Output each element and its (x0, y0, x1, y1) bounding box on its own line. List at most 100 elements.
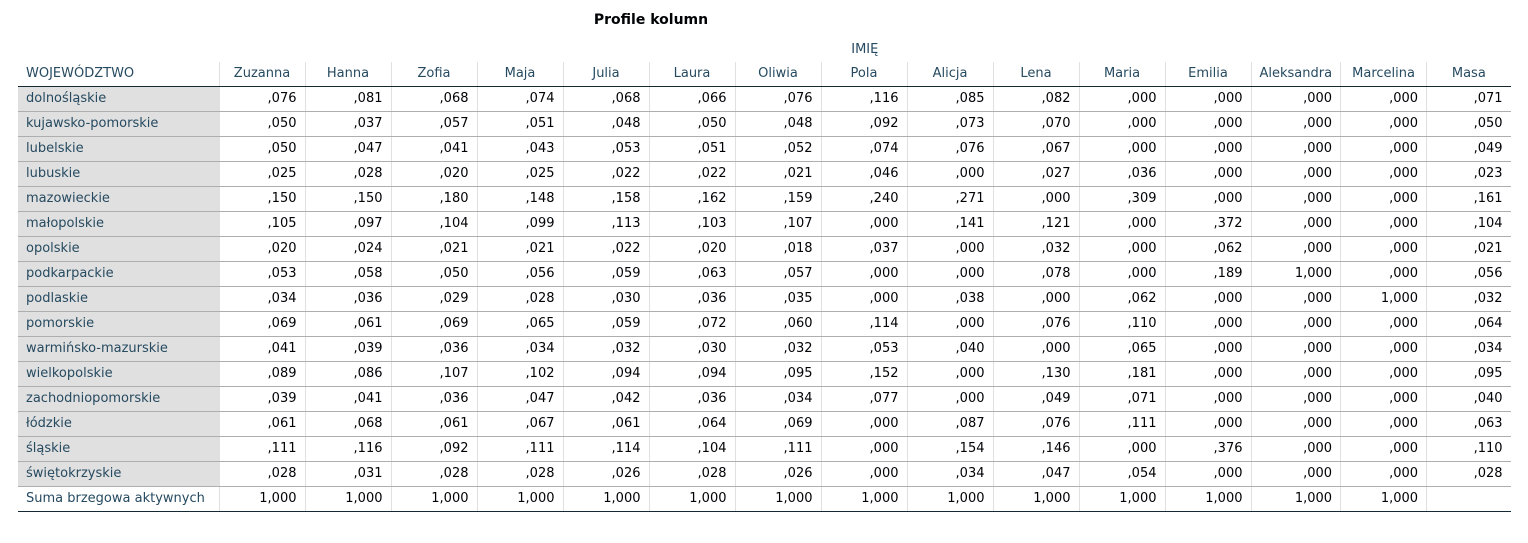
table-cell: ,038 (906, 286, 993, 312)
table-cell: ,085 (906, 86, 993, 112)
table-cell: ,000 (1250, 461, 1341, 487)
table-row: lubelskie ,050,047,041,043,053,051,052,07… (18, 136, 1511, 162)
table-header: IMIĘ WOJEWÓDZTWO Zuzanna Hanna Zofia Maja Ju… (18, 38, 1511, 87)
table-cell (1426, 486, 1511, 512)
table-cell: ,000 (1078, 111, 1165, 137)
row-label: mazowieckie (18, 186, 219, 212)
table-cell: 1,000 (1340, 286, 1427, 312)
table-cell: ,036 (648, 286, 735, 312)
column-header: Lena (992, 62, 1079, 87)
table-row: świętokrzyskie ,028,031,028,028,026,028,0… (18, 461, 1511, 487)
row-variable-label: WOJEWÓDZTWO (18, 62, 219, 87)
table-cell: ,000 (1078, 136, 1165, 162)
table-cell: ,076 (734, 86, 821, 112)
table-cell: ,041 (218, 336, 305, 362)
table-cell: ,000 (1250, 411, 1341, 437)
table-cell: ,094 (562, 361, 649, 387)
table-cell: ,000 (1164, 86, 1251, 112)
row-label: wielkopolskie (18, 361, 219, 387)
table-cell: ,067 (992, 136, 1079, 162)
table-cell: ,032 (992, 236, 1079, 262)
table-cell: ,058 (304, 261, 391, 287)
table-cell: 1,000 (1250, 486, 1341, 512)
table-row: śląskie ,111,116,092,111,114,104,111,000,… (18, 436, 1511, 462)
table-cell: ,121 (992, 211, 1079, 237)
column-header: Laura (648, 62, 735, 87)
table-row: łódzkie ,061,068,061,067,061,064,069,000,… (18, 411, 1511, 437)
table-cell: 1,000 (390, 486, 477, 512)
table-cell: ,116 (820, 86, 907, 112)
table-cell: ,271 (906, 186, 993, 212)
column-profiles-table: IMIĘ WOJEWÓDZTWO Zuzanna Hanna Zofia Maja Ju… (18, 38, 1511, 512)
table-cell: ,064 (1426, 311, 1511, 337)
table-cell: ,067 (476, 411, 563, 437)
table-cell: ,000 (906, 236, 993, 262)
table-cell: ,000 (1164, 361, 1251, 387)
table-cell: ,104 (648, 436, 735, 462)
table-cell: ,000 (1340, 386, 1427, 412)
column-header: Emilia (1164, 62, 1251, 87)
table-cell: ,000 (1250, 336, 1341, 362)
table-cell: ,050 (218, 136, 305, 162)
table-cell: ,114 (562, 436, 649, 462)
table-cell: ,065 (476, 311, 563, 337)
row-label: Suma brzegowa aktywnych (18, 486, 219, 512)
table-cell: ,028 (1426, 461, 1511, 487)
table-cell: ,068 (562, 86, 649, 112)
table-cell: ,076 (218, 86, 305, 112)
table-cell: ,063 (648, 261, 735, 287)
table-cell: ,037 (304, 111, 391, 137)
table-cell: ,025 (476, 161, 563, 187)
table-cell: ,000 (1340, 161, 1427, 187)
table-row: małopolskie ,105,097,104,099,113,103,107,… (18, 211, 1511, 237)
column-header: Zuzanna (218, 62, 305, 87)
table-row: podlaskie ,034,036,029,028,030,036,035,00… (18, 286, 1511, 312)
row-label: śląskie (18, 436, 219, 462)
table-cell: ,000 (1340, 136, 1427, 162)
table-cell: ,000 (1250, 386, 1341, 412)
table-cell: ,034 (476, 336, 563, 362)
table-cell: ,070 (992, 111, 1079, 137)
table-cell: ,020 (218, 236, 305, 262)
table-cell: ,000 (1250, 311, 1341, 337)
table-cell: ,111 (1078, 411, 1165, 437)
table-cell: ,060 (734, 311, 821, 337)
table-cell: ,130 (992, 361, 1079, 387)
table-cell: ,030 (648, 336, 735, 362)
table-cell: ,104 (1426, 211, 1511, 237)
table-cell: ,022 (648, 161, 735, 187)
table-cell: ,021 (476, 236, 563, 262)
table-cell: ,113 (562, 211, 649, 237)
column-variable-label: IMIĘ (851, 42, 879, 57)
table-cell: ,065 (1078, 336, 1165, 362)
table-cell: ,162 (648, 186, 735, 212)
table-cell: ,053 (820, 336, 907, 362)
table-cell: 1,000 (1340, 486, 1427, 512)
table-cell: 1,000 (476, 486, 563, 512)
table-cell: ,043 (476, 136, 563, 162)
table-cell: ,110 (1426, 436, 1511, 462)
table-cell: ,000 (820, 211, 907, 237)
table-cell: ,000 (1164, 411, 1251, 437)
row-label: warmińsko-mazurskie (18, 336, 219, 362)
table-cell: ,000 (1250, 186, 1341, 212)
table-cell: ,036 (648, 386, 735, 412)
table-cell: ,000 (906, 311, 993, 337)
table-cell: 1,000 (218, 486, 305, 512)
table-cell: ,000 (820, 411, 907, 437)
table-cell: ,059 (562, 261, 649, 287)
row-label: małopolskie (18, 211, 219, 237)
table-cell: ,032 (1426, 286, 1511, 312)
table-cell: 1,000 (648, 486, 735, 512)
table-cell: ,028 (476, 286, 563, 312)
table-cell: ,000 (1250, 211, 1341, 237)
table-cell: 1,000 (906, 486, 993, 512)
row-label: podlaskie (18, 286, 219, 312)
table-cell: ,041 (304, 386, 391, 412)
table-cell: ,000 (1250, 286, 1341, 312)
table-cell: ,068 (304, 411, 391, 437)
table-cell: ,039 (304, 336, 391, 362)
table-cell: ,040 (906, 336, 993, 362)
row-label: lubelskie (18, 136, 219, 162)
table-cell: ,181 (1078, 361, 1165, 387)
